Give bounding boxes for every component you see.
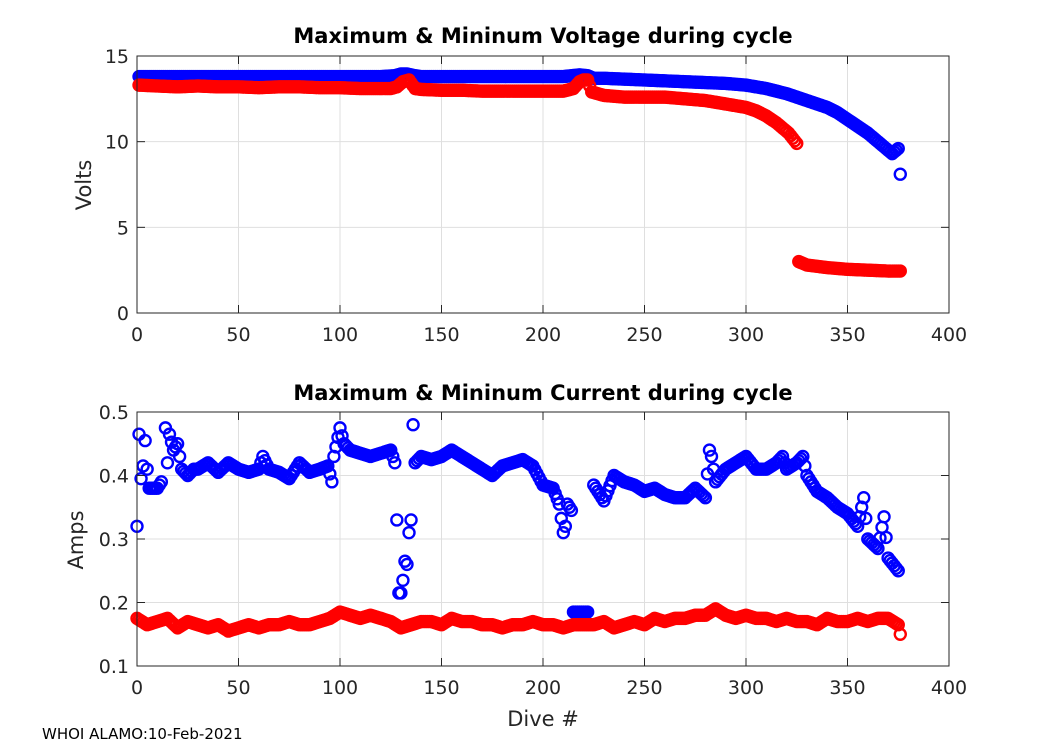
current-maximum-point bbox=[696, 489, 711, 503]
current-maximum-point bbox=[154, 475, 169, 489]
current-x-tick-label: 100 bbox=[322, 677, 358, 699]
voltage-x-tick-label: 0 bbox=[131, 324, 143, 346]
current-maximum-point bbox=[889, 561, 903, 575]
current-maximum-point bbox=[404, 513, 418, 527]
current-maximum-point bbox=[857, 491, 871, 505]
voltage-y-tick-label: 5 bbox=[117, 217, 129, 239]
current-x-tick-label: 0 bbox=[131, 677, 143, 699]
voltage-x-tick-label: 400 bbox=[931, 324, 967, 346]
current-maximum-point bbox=[402, 525, 416, 540]
voltage-x-tick-label: 50 bbox=[226, 324, 250, 346]
current-maximum-point bbox=[558, 519, 573, 533]
voltage-x-tick-label: 100 bbox=[322, 324, 358, 346]
current-maximum-point bbox=[396, 573, 410, 587]
voltage-y-tick-label: 15 bbox=[105, 46, 129, 68]
current-maximum-point bbox=[321, 459, 335, 473]
current-y-tick-label: 0.2 bbox=[99, 593, 129, 615]
voltage-chart: Maximum & Mininum Voltage during cycle V… bbox=[72, 24, 967, 346]
current-maximum-point bbox=[564, 503, 579, 518]
current-maximum-point bbox=[160, 456, 175, 470]
current-maximum-point bbox=[704, 449, 719, 464]
current-y-tick-label: 0.3 bbox=[99, 529, 129, 551]
current-maximum-point bbox=[134, 471, 148, 486]
voltage-minimum-point bbox=[580, 73, 595, 87]
current-maximum-point bbox=[162, 427, 177, 441]
current-y-tick-label: 0.4 bbox=[99, 466, 129, 488]
current-x-tick-label: 50 bbox=[226, 677, 250, 699]
current-data bbox=[130, 418, 907, 641]
current-y-tick-label: 0.1 bbox=[99, 656, 129, 678]
current-maximum-point bbox=[406, 418, 420, 432]
current-maximum-point bbox=[333, 421, 347, 435]
current-maximum-point bbox=[877, 510, 891, 524]
current-maximum-point bbox=[775, 449, 790, 464]
current-x-axis-label: Dive # bbox=[507, 707, 579, 731]
voltage-maximum-point bbox=[891, 141, 905, 156]
voltage-data bbox=[132, 67, 907, 278]
current-maximum-point bbox=[879, 530, 893, 545]
current-ticks: 0 50 100 150 200 250 300 350 400 0.1 0.2 0.3 0.4 0.5 bbox=[99, 402, 967, 699]
current-maximum-point bbox=[556, 525, 570, 540]
current-maximum-point bbox=[140, 462, 154, 476]
current-maximum-point bbox=[138, 433, 152, 448]
voltage-y-tick-label: 0 bbox=[117, 303, 129, 325]
current-maximum-point bbox=[384, 443, 398, 457]
voltage-x-tick-label: 300 bbox=[728, 324, 764, 346]
current-x-tick-label: 350 bbox=[829, 677, 865, 699]
voltage-ticks: 0 50 100 150 200 250 300 350 400 0 5 10 15 bbox=[105, 46, 967, 346]
voltage-y-axis-label: Volts bbox=[72, 160, 96, 211]
current-maximum-point bbox=[325, 475, 339, 489]
voltage-maximum-point bbox=[893, 167, 907, 181]
current-maximum-point bbox=[859, 511, 873, 526]
current-x-tick-label: 250 bbox=[626, 677, 662, 699]
current-y-axis-label: Amps bbox=[64, 510, 88, 569]
current-chart-title: Maximum & Mininum Current during cycle bbox=[293, 381, 792, 405]
voltage-minimum-point bbox=[790, 136, 804, 151]
current-maximum-point bbox=[172, 449, 187, 464]
voltage-x-tick-label: 350 bbox=[829, 324, 865, 346]
voltage-x-tick-label: 200 bbox=[525, 324, 561, 346]
current-maximum-point bbox=[390, 513, 404, 527]
current-maximum-point bbox=[891, 564, 905, 578]
current-maximum-point bbox=[702, 443, 717, 457]
footer-stamp: WHOI ALAMO:10-Feb-2021 bbox=[42, 725, 243, 743]
voltage-chart-title: Maximum & Mininum Voltage during cycle bbox=[293, 24, 792, 48]
current-maximum-point bbox=[388, 456, 402, 470]
current-maximum-point bbox=[400, 557, 414, 572]
voltage-minimum-point bbox=[893, 264, 907, 278]
current-maximum-point bbox=[698, 491, 713, 505]
current-maximum-point bbox=[386, 449, 400, 464]
current-x-tick-label: 200 bbox=[525, 677, 561, 699]
current-minimum-point bbox=[893, 627, 907, 641]
voltage-y-tick-label: 10 bbox=[105, 132, 129, 154]
voltage-x-tick-label: 150 bbox=[423, 324, 459, 346]
current-maximum-point bbox=[323, 467, 337, 481]
current-x-tick-label: 400 bbox=[931, 677, 967, 699]
voltage-maximum-point bbox=[889, 143, 903, 157]
voltage-x-tick-label: 250 bbox=[626, 324, 662, 346]
current-chart: Maximum & Mininum Current during cycle A… bbox=[64, 381, 967, 731]
current-y-tick-label: 0.5 bbox=[99, 402, 129, 424]
current-x-tick-label: 300 bbox=[728, 677, 764, 699]
current-maximum-point bbox=[394, 586, 408, 600]
current-maximum-point bbox=[580, 605, 595, 619]
current-x-tick-label: 150 bbox=[423, 677, 459, 699]
current-maximum-point bbox=[170, 437, 185, 451]
